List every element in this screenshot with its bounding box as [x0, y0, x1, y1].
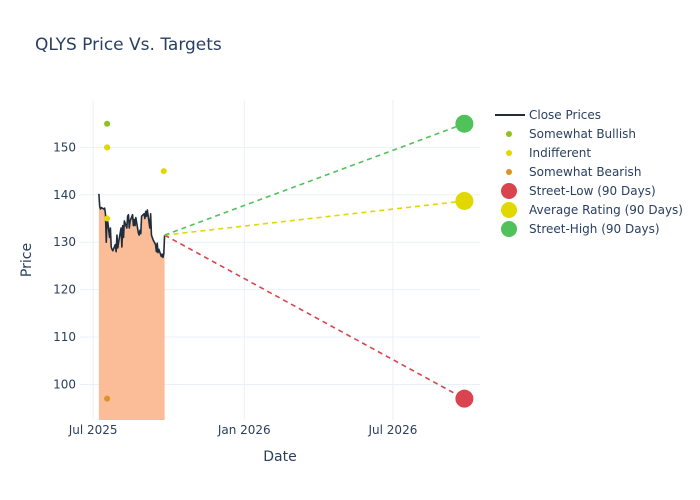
legend-swatch [501, 202, 517, 218]
y-tick-label: 130 [53, 235, 76, 249]
legend-label: Close Prices [529, 108, 601, 122]
rating-point [104, 120, 111, 127]
target-marker [455, 389, 474, 408]
y-tick-label: 100 [53, 377, 76, 391]
y-tick-label: 120 [53, 283, 76, 297]
legend: Close Prices Somewhat Bullish Indifferent S… [495, 108, 683, 237]
legend-swatch [506, 150, 512, 156]
target-marker [455, 114, 474, 133]
target-line [164, 234, 465, 400]
x-tick-label: Jan 2026 [217, 423, 271, 437]
y-tick-label: 110 [53, 330, 76, 344]
rating-point [104, 144, 111, 151]
legend-label: Indifferent [529, 146, 591, 160]
rating-point [160, 168, 167, 175]
plot-area [98, 114, 474, 420]
close-price-line [98, 193, 166, 259]
target-marker [455, 191, 474, 210]
legend-label: Somewhat Bearish [529, 165, 641, 179]
y-tick-label: 150 [53, 140, 76, 154]
legend-swatch [501, 183, 517, 199]
x-axis-title: Date [263, 449, 296, 465]
x-tick-label: Jul 2026 [368, 423, 418, 437]
x-tick-label: Jul 2025 [68, 423, 118, 437]
y-axis-title: Price [19, 243, 35, 277]
legend-label: Average Rating (90 Days) [529, 203, 683, 217]
y-tick-label: 140 [53, 188, 76, 202]
legend-label: Street-Low (90 Days) [529, 184, 656, 198]
rating-point [104, 215, 111, 222]
x-axis-ticks: Jul 2025 Jan 2026 Jul 2026 [68, 423, 418, 437]
chart-title: QLYS Price Vs. Targets [35, 35, 222, 55]
legend-swatch [501, 221, 517, 237]
legend-label: Somewhat Bullish [529, 127, 636, 141]
target-line [164, 122, 465, 236]
legend-swatch [506, 131, 512, 137]
rating-point [104, 395, 111, 402]
legend-label: Street-High (90 Days) [529, 222, 660, 236]
legend-swatch [506, 169, 512, 175]
y-axis-ticks: 100 110 120 130 140 150 [53, 140, 76, 391]
